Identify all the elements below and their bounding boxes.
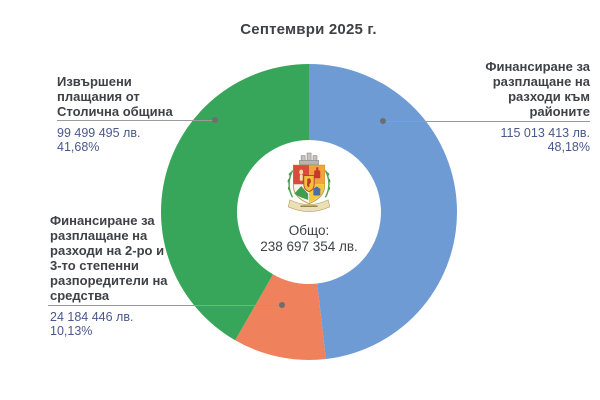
values-orange-slice: 24 184 446 лв. 10,13% — [50, 310, 190, 338]
values-green-slice: 99 499 495 лв. 41,68% — [57, 126, 197, 154]
value-blue-percent: 48,18% — [547, 140, 590, 154]
values-blue-slice: 115 013 413 лв. 48,18% — [450, 126, 590, 154]
label-blue-slice: Финансиране за разплащане на разходи към… — [485, 59, 590, 119]
value-blue-amount: 115 013 413 лв. — [500, 126, 590, 140]
leader-line-blue — [383, 121, 590, 122]
pie-slice-0[interactable] — [309, 64, 458, 360]
leader-dot-blue — [380, 118, 386, 124]
value-orange-percent: 10,13% — [50, 324, 93, 338]
value-orange-amount: 24 184 446 лв. — [50, 310, 134, 324]
chart-title: Септември 2025 г. — [240, 21, 377, 38]
label-green-slice: Извършени плащания от Столична община — [57, 74, 173, 119]
value-green-percent: 41,68% — [57, 140, 100, 154]
pie-slice-1[interactable] — [235, 274, 326, 361]
leader-dot-green — [212, 117, 218, 123]
label-orange-slice: Финансиране за разплащане на разходи на … — [50, 213, 168, 303]
pie-slice-2[interactable] — [161, 64, 309, 341]
leader-line-orange — [48, 305, 282, 306]
leader-dot-orange — [279, 302, 285, 308]
value-green-amount: 99 499 495 лв. — [57, 126, 141, 140]
leader-line-green — [57, 120, 215, 121]
